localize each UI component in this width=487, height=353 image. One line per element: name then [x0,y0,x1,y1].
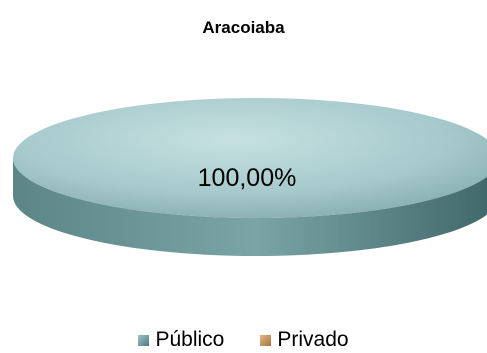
legend: Público Privado [0,328,487,352]
legend-swatch-publico [138,334,150,346]
legend-swatch-privado [260,334,272,346]
legend-label-privado: Privado [277,328,349,351]
pie-slice-0 [13,98,487,218]
legend-item-publico: Público [138,328,224,352]
chart-title: Aracoiaba [202,18,285,37]
data-label: 100,00% [198,164,297,192]
pie-slice-side-0 [13,158,487,256]
legend-item-privado: Privado [260,328,349,352]
legend-label-publico: Público [155,328,225,351]
